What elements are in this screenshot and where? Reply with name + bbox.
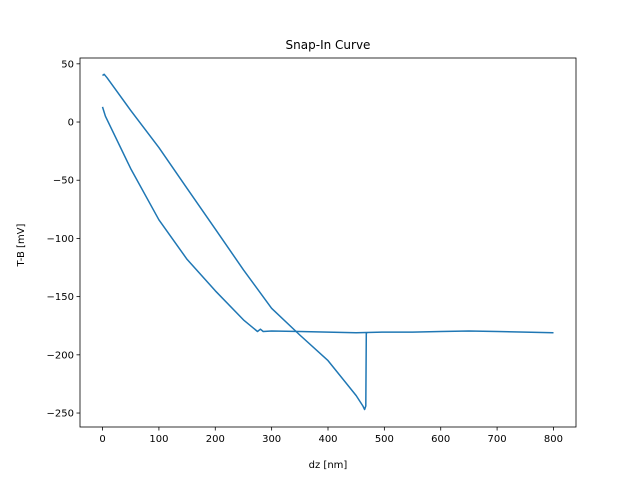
x-tick-label: 400 xyxy=(318,434,337,445)
x-tick-label: 300 xyxy=(262,434,281,445)
series-line-2 xyxy=(102,73,368,411)
series-line-1 xyxy=(101,106,554,334)
x-tick-label: 700 xyxy=(488,434,507,445)
y-tick-label: 50 xyxy=(61,59,74,70)
x-tick-label: 800 xyxy=(544,434,563,445)
y-tick-label: 0 xyxy=(68,118,74,129)
x-tick-label: 200 xyxy=(206,434,225,445)
y-axis-label: T-B [mV] xyxy=(16,223,27,267)
y-tick-label: −250 xyxy=(47,409,74,420)
x-tick-label: 500 xyxy=(375,434,394,445)
plot-area xyxy=(101,73,554,411)
y-tick-label: −100 xyxy=(47,234,74,245)
y-tick-label: −150 xyxy=(47,292,74,303)
x-tick-label: 600 xyxy=(431,434,450,445)
chart-title: Snap-In Curve xyxy=(286,38,371,52)
axes: 0 100 200 300 400 500 600 700 800500−50−100−150−… xyxy=(47,57,577,445)
x-tick-label: 100 xyxy=(149,434,168,445)
y-tick-label: −50 xyxy=(53,176,74,187)
x-tick-label: 0 xyxy=(99,434,105,445)
y-tick-label: −200 xyxy=(47,350,74,361)
x-axis-label: dz [nm] xyxy=(309,460,348,471)
